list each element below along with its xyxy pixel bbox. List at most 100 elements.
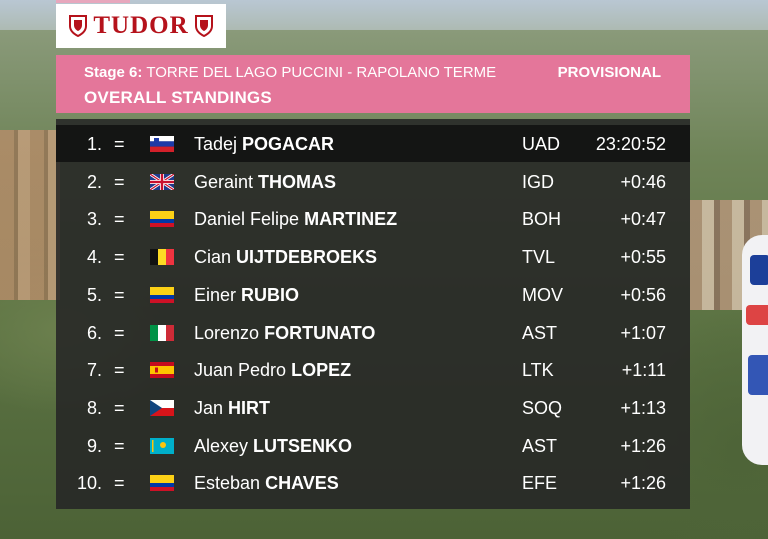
- team-code: UAD: [522, 134, 561, 154]
- shield-icon: [194, 15, 213, 37]
- rank-change: =: [114, 171, 125, 192]
- rank-change: =: [114, 322, 125, 343]
- rider-name: Daniel Felipe MARTINEZ: [194, 209, 397, 230]
- rank-change: =: [114, 435, 125, 456]
- rider-first-name: Alexey: [194, 435, 249, 456]
- team-code: BOH: [522, 209, 562, 230]
- gap-time: +0:56: [620, 284, 666, 305]
- stage-label: Stage 6:: [84, 64, 143, 81]
- rider-name: Jan HIRT: [194, 398, 270, 419]
- rank-change: =: [114, 360, 125, 381]
- rank: 8.: [86, 397, 102, 418]
- status-badge: PROVISIONAL: [557, 64, 661, 81]
- kazakhstan-flag: [150, 437, 174, 454]
- rider-first-name: Einer: [194, 284, 237, 305]
- rider-silhouette: [742, 235, 768, 465]
- table-row: 3. = Daniel Felipe MARTINEZ BOH +0:47: [56, 200, 690, 237]
- rider-name: Cian UIJTDEBROEKS: [194, 247, 377, 268]
- rank: 6.: [86, 322, 102, 343]
- rider-jersey-detail: [750, 255, 768, 285]
- rank-change: =: [114, 209, 125, 230]
- italy-flag: [150, 324, 174, 341]
- uk-flag: [150, 173, 174, 190]
- rider-first-name: Geraint: [194, 171, 254, 192]
- gap-time: +0:47: [620, 209, 666, 230]
- table-row: 2. = Geraint THOMAS IGD +0:46: [56, 163, 690, 200]
- team-code: LTK: [522, 360, 554, 381]
- team-code: MOV: [522, 284, 564, 305]
- team-code: AST: [522, 435, 558, 456]
- rider-last-name: HIRT: [228, 397, 271, 418]
- rider-first-name: Cian: [194, 247, 232, 268]
- rank-change: =: [114, 397, 125, 418]
- rider-name: Alexey LUTSENKO: [194, 436, 352, 457]
- rank: 5.: [86, 284, 102, 305]
- rank: 10.: [76, 473, 102, 494]
- rider-last-name: LOPEZ: [291, 360, 352, 381]
- rider-last-name: RUBIO: [241, 284, 300, 305]
- table-row: 4. = Cian UIJTDEBROEKS TVL +0:55: [56, 238, 690, 275]
- gap-time: 23:20:52: [595, 134, 666, 154]
- team-code: TVL: [522, 247, 556, 268]
- village-left: [0, 130, 60, 300]
- team-code: AST: [522, 322, 558, 343]
- colombia-flag: [150, 286, 174, 303]
- rider-last-name: POGACAR: [242, 134, 335, 154]
- slovenia-flag: [150, 136, 174, 152]
- rider-first-name: Lorenzo: [194, 322, 260, 343]
- rider-name: Einer RUBIO: [194, 285, 299, 306]
- rider-last-name: CHAVES: [265, 473, 339, 494]
- table-row: 8. = Jan HIRT SOQ +1:13: [56, 389, 690, 426]
- gap-time: +1:07: [620, 322, 666, 343]
- rider-first-name: Daniel Felipe: [194, 209, 300, 230]
- gap-time: +1:11: [621, 360, 666, 381]
- gap-time: +1:26: [620, 435, 666, 456]
- rider-name: Juan Pedro LOPEZ: [194, 360, 351, 381]
- rider-name: Lorenzo FORTUNATO: [194, 323, 375, 344]
- rank-change: =: [114, 134, 125, 154]
- rider-last-name: MARTINEZ: [304, 209, 398, 230]
- table-row: 7. = Juan Pedro LOPEZ LTK +1:11: [56, 351, 690, 388]
- rank: 2.: [86, 171, 102, 192]
- team-code: SOQ: [522, 397, 563, 418]
- colombia-flag: [150, 211, 174, 228]
- rank-change: =: [114, 247, 125, 268]
- rank: 9.: [86, 435, 102, 456]
- standings-header: Stage 6: TORRE DEL LAGO PUCCINI - RAPOLAN…: [56, 55, 690, 113]
- belgium-flag: [150, 249, 174, 266]
- table-row: 6. = Lorenzo FORTUNATO AST +1:07: [56, 314, 690, 351]
- sponsor-logo: TUDOR: [56, 4, 226, 48]
- gap-time: +0:55: [620, 247, 666, 268]
- logo-accent-bar: [56, 0, 130, 3]
- rider-name: Tadej POGACAR: [194, 134, 334, 155]
- rider-first-name: Juan Pedro: [194, 360, 287, 381]
- rider-name: Esteban CHAVES: [194, 473, 339, 494]
- rider-last-name: UIJTDEBROEKS: [236, 247, 378, 268]
- team-code: IGD: [522, 171, 555, 192]
- gap-time: +1:26: [620, 473, 666, 494]
- table-row: 1. = Tadej POGACAR UAD 23:20:52: [56, 125, 690, 162]
- rank-change: =: [114, 473, 125, 494]
- gap-time: +1:13: [620, 397, 666, 418]
- rank: 4.: [86, 247, 102, 268]
- standings-table: 1. = Tadej POGACAR UAD 23:20:52 2. = Geraint TH…: [56, 119, 690, 509]
- rider-first-name: Esteban: [194, 473, 261, 494]
- colombia-flag: [150, 475, 174, 492]
- team-code: EFE: [522, 473, 558, 494]
- rider-last-name: THOMAS: [258, 171, 337, 192]
- rider-first-name: Tadej: [194, 134, 238, 154]
- rank: 3.: [86, 209, 102, 230]
- gap-time: +0:46: [620, 171, 666, 192]
- rider-first-name: Jan: [194, 397, 224, 418]
- rider-last-name: FORTUNATO: [264, 322, 376, 343]
- shield-icon: [69, 15, 88, 37]
- rank: 7.: [86, 360, 102, 381]
- rank-change: =: [114, 284, 125, 305]
- table-row: 9. = Alexey LUTSENKO AST +1:26: [56, 427, 690, 464]
- czech-flag: [150, 399, 174, 416]
- table-row: 5. = Einer RUBIO MOV +0:56: [56, 276, 690, 313]
- spain-flag: [150, 362, 174, 379]
- rider-name: Geraint THOMAS: [194, 172, 336, 193]
- table-row: 10. = Esteban CHAVES EFE +1:26: [56, 464, 690, 501]
- rider-jersey-detail: [748, 355, 768, 395]
